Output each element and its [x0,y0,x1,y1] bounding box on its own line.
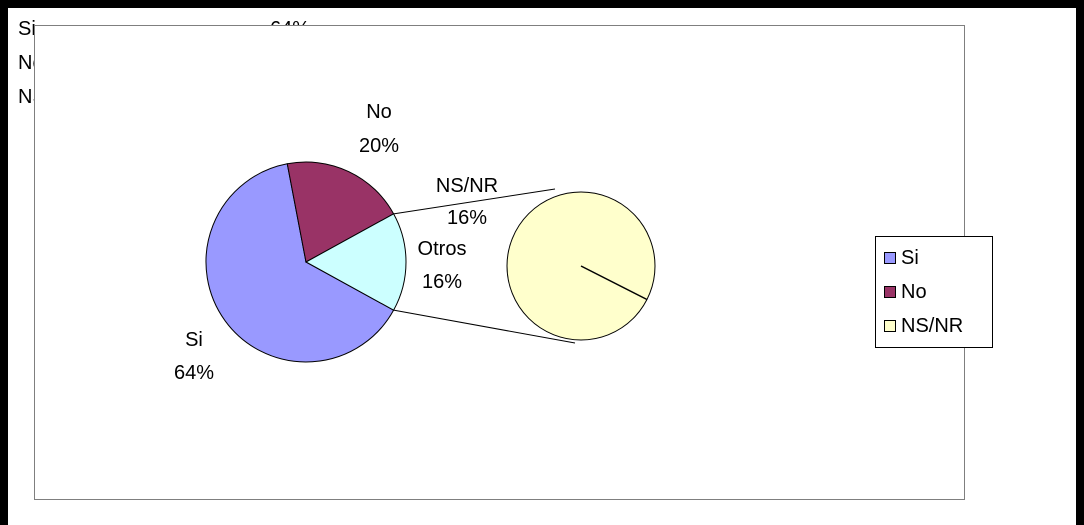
data-label-no-name: No [366,101,392,123]
legend-label-no: No [901,281,927,303]
data-label-nsnr-name: NS/NR [436,175,498,197]
pie-slice-si [205,163,395,363]
frame-top-border [0,0,1084,8]
pie-slice-otros [304,213,407,311]
legend-item-si: Si [884,247,919,269]
pie-slice-no [286,161,395,263]
secondary-pie [506,191,656,341]
legend: Si No NS/NR [875,236,993,348]
legend-swatch-nsnr [884,320,896,332]
legend-label-si: Si [901,247,919,269]
data-label-si-value: 64% [174,362,214,384]
chart-area: No 20% NS/NR 16% Otros 16% Si 64% Si No NS/NR [34,25,993,500]
legend-label-nsnr: NS/NR [901,315,964,337]
background-text-row1-left: Si [18,18,36,40]
data-label-no-value: 20% [359,135,399,157]
connector-line-bottom [393,309,576,344]
data-label-otros-name: Otros [418,238,467,260]
connector-line-top [393,188,556,215]
frame-right-border [1076,0,1084,525]
legend-swatch-no [884,286,896,298]
legend-item-no: No [884,281,927,303]
data-label-nsnr-value: 16% [447,207,487,229]
secondary-pie-divider [580,265,648,301]
frame-left-border [0,0,8,525]
data-labels: No 20% NS/NR 16% Otros 16% Si 64% [174,101,498,384]
legend-item-nsnr: NS/NR [884,315,963,337]
data-label-si-name: Si [185,329,203,351]
pie-connector-lines [393,188,576,344]
data-label-otros-value: 16% [422,271,462,293]
pie-chart: No 20% NS/NR 16% Otros 16% Si 64% [174,101,656,384]
main-pie [205,161,407,363]
legend-swatch-si [884,252,896,264]
